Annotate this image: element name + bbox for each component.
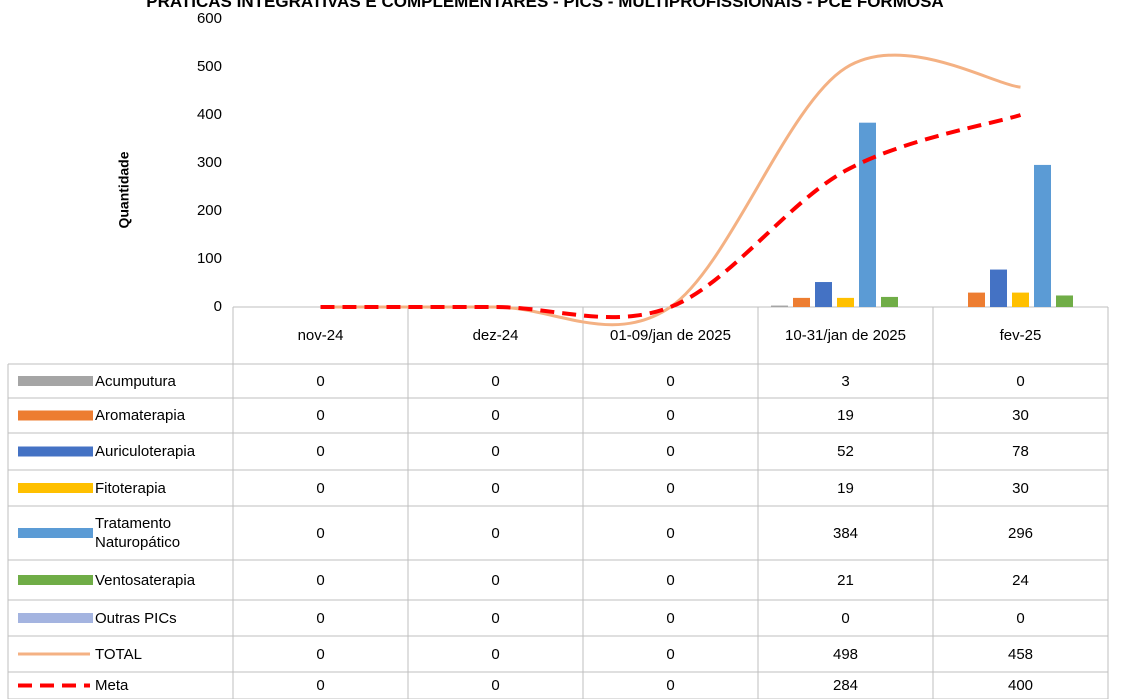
table-value: 0 [316,609,325,627]
table-value: 0 [1016,372,1025,390]
x-tick-label: nov-24 [297,327,344,344]
table-value: 384 [832,524,859,542]
y-tick-label: 200 [197,202,222,219]
table-value: 0 [666,372,675,390]
table-value: 0 [666,645,675,663]
bar [771,305,788,307]
bar [1012,292,1029,307]
table-value: 0 [316,645,325,663]
legend-label: TOTAL [95,645,142,663]
table-value: 0 [666,571,675,589]
y-tick-label: 600 [197,10,222,27]
table-value: 24 [1012,571,1029,589]
table-value: 0 [666,677,675,694]
table-value: 296 [1007,524,1034,542]
table-value: 0 [841,609,850,627]
legend-key [18,528,93,538]
y-tick-label: 500 [197,58,222,75]
table-value: 458 [1007,645,1034,663]
table-value: 0 [1016,609,1025,627]
legend-label: Auriculoterapia [95,443,196,460]
x-tick-label: dez-24 [472,327,519,344]
y-tick-label: 400 [197,106,222,123]
line-dashed [320,113,1022,320]
table-value: 0 [491,571,500,589]
bar [1034,164,1051,307]
table-value: 0 [316,571,325,589]
bar [968,292,985,307]
bar [1056,295,1073,307]
table-value: 284 [832,677,859,694]
table-value: 0 [316,407,325,424]
y-tick-label: 300 [197,154,222,171]
table-value: 0 [491,372,500,390]
table-value: 0 [491,479,500,497]
table-value: 0 [666,609,675,627]
table-value: 19 [837,479,854,497]
legend-label: Tratamento Naturopático [95,515,181,551]
table-value: 498 [832,645,859,663]
table-value: 0 [316,524,325,542]
table-value: 30 [1012,479,1029,497]
table-value: 0 [316,677,325,694]
table-value: 0 [666,524,675,542]
bar [815,282,832,307]
x-tick-label: 10-31/jan de 2025 [785,327,906,344]
table-value: 78 [1012,443,1029,460]
legend-label: Outras PICs [95,609,177,627]
table-value: 3 [841,372,850,390]
x-tick-label: fev-25 [999,327,1042,344]
table-value: 0 [316,372,325,390]
bar [990,269,1007,307]
legend-key [18,483,93,493]
table-value: 21 [837,571,854,589]
table-value: 400 [1007,677,1034,694]
legend-label: Acumputura [95,372,176,390]
legend-key [18,410,93,421]
table-value: 0 [316,479,325,497]
table-value: 52 [837,443,854,460]
y-tick-label: 100 [197,250,222,267]
x-tick-label: 01-09/jan de 2025 [610,327,731,344]
table-value: 0 [666,479,675,497]
bar [881,296,898,307]
table-value: 0 [491,609,500,627]
chart-title: PRATICAS INTEGRATIVAS E COMPLEMENTARES -… [146,0,944,11]
table-value: 0 [666,407,675,424]
legend-key [18,376,93,386]
legend-label: Ventosaterapia [95,571,196,589]
y-axis-label: Quantidade [116,151,132,228]
y-tick-label: 0 [214,298,222,315]
legend-key [18,613,93,623]
bar [859,122,876,308]
table-value: 0 [491,645,500,663]
line-solid [320,53,1021,327]
table-value: 30 [1012,407,1029,424]
table-value: 19 [837,407,854,424]
table-value: 0 [316,443,325,460]
legend-key [18,575,93,585]
bar [837,297,854,307]
table-value: 0 [491,677,500,694]
legend-label: Aromaterapia [95,407,186,424]
table-value: 0 [491,443,500,460]
legend-label: Fitoterapia [95,479,166,497]
legend-key [18,446,93,457]
table-value: 0 [491,524,500,542]
table-value: 0 [491,407,500,424]
bar [793,297,810,307]
legend-label: Meta [95,677,129,694]
table-value: 0 [666,443,675,460]
